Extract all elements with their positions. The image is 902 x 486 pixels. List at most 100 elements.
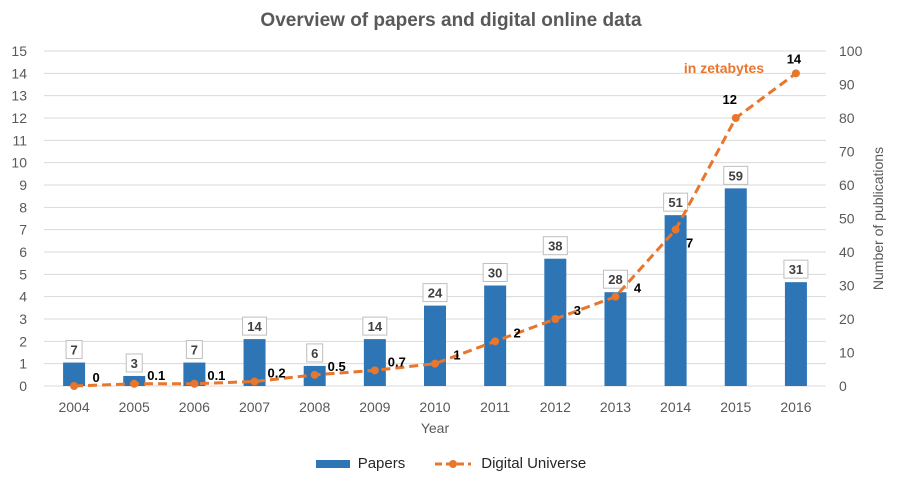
annotation-zetabytes: in zetabytes bbox=[684, 60, 764, 76]
right-tick-label: 0 bbox=[839, 378, 847, 394]
bar-label-box bbox=[185, 340, 203, 360]
x-tick-label: 2014 bbox=[660, 399, 691, 415]
right-tick-label: 90 bbox=[839, 77, 855, 93]
right-axis-title: Number of publications bbox=[870, 147, 886, 290]
x-tick-label: 2004 bbox=[58, 399, 89, 415]
right-tick-label: 10 bbox=[839, 345, 855, 361]
bar-label-box bbox=[723, 165, 749, 185]
left-tick-label: 11 bbox=[12, 132, 27, 148]
left-tick-label: 13 bbox=[11, 88, 27, 104]
x-tick-label: 2009 bbox=[359, 399, 390, 415]
x-tick-label: 2010 bbox=[419, 399, 450, 415]
x-tick-label: 2008 bbox=[299, 399, 330, 415]
line-point bbox=[791, 69, 800, 78]
line-data-label: 0.5 bbox=[328, 359, 346, 374]
bar-label-box bbox=[422, 283, 448, 303]
line-point bbox=[310, 370, 319, 379]
bar bbox=[183, 362, 206, 386]
line-data-label: 12 bbox=[723, 92, 737, 107]
line-data-label: 0 bbox=[92, 370, 99, 385]
left-tick-label: 3 bbox=[19, 311, 27, 327]
line-point bbox=[611, 292, 620, 301]
left-tick-label: 15 bbox=[11, 43, 27, 59]
bar-data-label: 51 bbox=[668, 195, 682, 210]
bar-data-label: 30 bbox=[488, 266, 502, 281]
line-point bbox=[431, 359, 439, 368]
right-tick-label: 60 bbox=[839, 177, 855, 193]
bar-label-box bbox=[783, 259, 809, 279]
line-data-label: 0.1 bbox=[207, 368, 225, 383]
x-tick-label: 2006 bbox=[179, 399, 210, 415]
line-point bbox=[130, 379, 139, 388]
bar-data-label: 14 bbox=[247, 319, 262, 334]
bar bbox=[424, 305, 446, 386]
left-tick-label: 4 bbox=[19, 289, 27, 305]
bar-data-label: 24 bbox=[428, 286, 443, 301]
legend-label-digital-universe: Digital Universe bbox=[481, 455, 587, 472]
bar bbox=[604, 292, 627, 386]
line-data-label: 3 bbox=[574, 303, 581, 318]
x-tick-label: 2012 bbox=[540, 399, 571, 415]
line-data-label: 1 bbox=[453, 348, 460, 363]
line-data-label: 0.1 bbox=[147, 368, 165, 383]
bar-label-box bbox=[602, 269, 628, 289]
line-point bbox=[70, 382, 79, 390]
bar-data-label: 59 bbox=[729, 168, 743, 183]
bar bbox=[363, 339, 386, 386]
right-tick-label: 70 bbox=[839, 144, 855, 160]
bar-data-label: 7 bbox=[191, 343, 198, 358]
bar-label-box bbox=[542, 236, 568, 256]
right-tick-label: 40 bbox=[839, 244, 855, 260]
legend-label-papers: Papers bbox=[357, 455, 406, 472]
bar bbox=[243, 339, 266, 386]
bar-label-box bbox=[482, 263, 508, 282]
bar-data-label: 38 bbox=[548, 239, 562, 254]
bar bbox=[63, 362, 86, 386]
x-tick-label: 2007 bbox=[239, 399, 270, 415]
right-tick-label: 30 bbox=[839, 278, 855, 294]
bar-data-label: 6 bbox=[311, 346, 318, 361]
x-tick-label: 2011 bbox=[480, 399, 510, 415]
chart-title: Overview of papers and digital online da… bbox=[260, 10, 642, 31]
left-tick-label: 8 bbox=[19, 199, 27, 215]
bar-data-label: 31 bbox=[789, 262, 803, 277]
bar-label-box bbox=[663, 192, 689, 212]
left-tick-label: 10 bbox=[11, 155, 27, 171]
right-tick-label: 20 bbox=[839, 311, 855, 327]
line-data-label: 7 bbox=[686, 236, 693, 251]
line-data-label: 0.7 bbox=[388, 354, 406, 369]
x-tick-label: 2005 bbox=[119, 399, 150, 415]
bar-label-box bbox=[362, 316, 388, 336]
legend-item-digital-universe: Digital Universe bbox=[433, 455, 586, 472]
left-tick-label: 14 bbox=[11, 65, 27, 81]
bar bbox=[484, 285, 507, 386]
left-tick-label: 5 bbox=[19, 266, 27, 282]
bar-data-label: 7 bbox=[70, 343, 77, 358]
bar-label-box bbox=[125, 353, 143, 373]
line-point bbox=[190, 379, 199, 388]
bar-label-box bbox=[242, 316, 268, 336]
line-point bbox=[491, 337, 500, 346]
papers-swatch bbox=[315, 459, 350, 468]
digital-universe-swatch bbox=[435, 459, 472, 468]
line-data-label: 4 bbox=[634, 281, 642, 296]
left-tick-label: 1 bbox=[19, 356, 27, 372]
bar-label-box bbox=[306, 343, 324, 363]
x-tick-label: 2015 bbox=[720, 399, 751, 415]
left-tick-label: 7 bbox=[19, 222, 27, 238]
left-tick-label: 12 bbox=[11, 110, 27, 126]
bar bbox=[724, 188, 747, 386]
legend: Papers Digital Universe bbox=[0, 455, 902, 472]
x-tick-label: 2013 bbox=[600, 399, 631, 415]
bar bbox=[784, 282, 807, 386]
x-tick-label: 2016 bbox=[780, 399, 811, 415]
left-tick-label: 2 bbox=[19, 333, 27, 349]
line-point bbox=[551, 315, 560, 323]
line-data-label: 14 bbox=[787, 51, 802, 66]
line-point bbox=[250, 377, 259, 386]
line-data-label: 0.2 bbox=[267, 366, 285, 381]
left-tick-label: 0 bbox=[19, 378, 27, 394]
bar-data-label: 28 bbox=[608, 272, 622, 287]
